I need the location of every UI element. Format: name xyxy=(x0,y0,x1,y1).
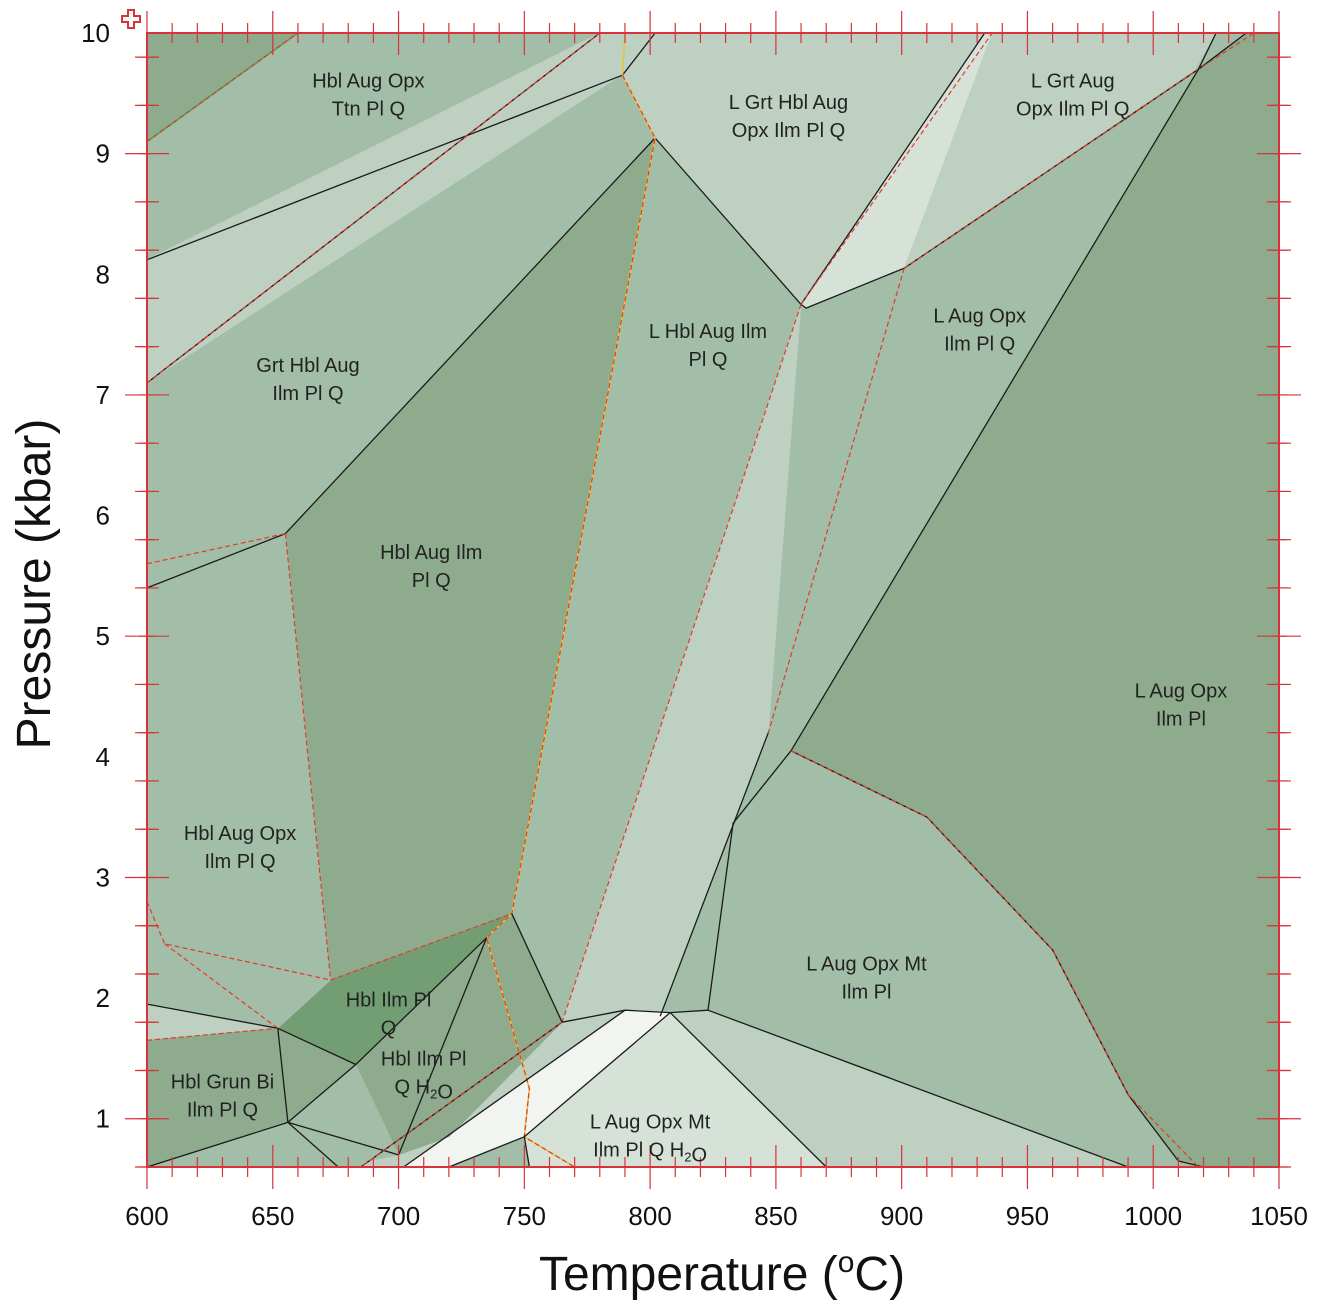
boundary-line-35 xyxy=(669,1012,827,1168)
boundary-line-30 xyxy=(287,1121,399,1156)
plot-frame xyxy=(146,32,1280,1168)
field-label: L Grt Aug Opx Ilm Pl Q xyxy=(1016,70,1129,120)
y-tick-label: 7 xyxy=(96,380,110,410)
boundary-line-28 xyxy=(287,1121,339,1168)
boundary-line-32 xyxy=(790,750,1204,1168)
x-tick-label: 950 xyxy=(1006,1201,1049,1231)
boundary-line-7 xyxy=(654,32,1247,309)
field-label: L Aug Opx Mt Ilm Pl Q H2O xyxy=(590,1111,711,1166)
field-label: Hbl Ilm Pl Q H2O xyxy=(381,1049,467,1104)
boundary-line-21 xyxy=(284,533,332,981)
field-label: Hbl Aug Opx Ttn Pl Q xyxy=(312,70,424,120)
field-label: L Aug Opx Mt Ilm Pl xyxy=(806,953,927,1003)
boundary-line-13 xyxy=(800,32,993,305)
boundary-line-38 xyxy=(360,1021,563,1168)
boundary-line-17 xyxy=(561,304,802,1023)
x-tick-label: 600 xyxy=(125,1201,168,1231)
boundary-line-26 xyxy=(146,1027,278,1041)
x-tick-label: 850 xyxy=(754,1201,797,1231)
y-tick-label: 3 xyxy=(96,862,110,892)
x-tick-label: 800 xyxy=(628,1201,671,1231)
field-label: Hbl Aug Opx Ilm Pl Q xyxy=(184,823,296,873)
field-label: L Grt Hbl Aug Opx Ilm Pl Q xyxy=(729,92,848,142)
field-label: Hbl Aug Ilm Pl Q xyxy=(380,542,482,592)
boundary-line-33 xyxy=(790,750,1199,1168)
boundary-line-14 xyxy=(767,268,905,733)
y-tick-label: 8 xyxy=(96,259,110,289)
boundary-line-9 xyxy=(1197,32,1217,70)
x-axis-title: Temperature (oC) xyxy=(539,1246,905,1301)
boundary-line-36 xyxy=(403,1009,626,1168)
field-label: Hbl Grun Bi Ilm Pl Q xyxy=(171,1072,274,1122)
boundary-line-3 xyxy=(146,32,601,384)
y-tick-label: 1 xyxy=(96,1104,110,1134)
field-label: Hbl Ilm Pl Q xyxy=(346,990,432,1040)
reaction-boundary-lines xyxy=(146,32,1255,1168)
field-label: L Aug Opx Ilm Pl Q xyxy=(933,306,1026,356)
boundary-line-15 xyxy=(707,68,1200,1011)
y-tick-label: 10 xyxy=(81,18,110,48)
boundary-line-22 xyxy=(330,913,513,981)
y-tick-label: 6 xyxy=(96,501,110,531)
boundary-line-34 xyxy=(707,1009,1129,1168)
x-tick-label: 1000 xyxy=(1124,1201,1182,1231)
x-tick-label: 750 xyxy=(503,1201,546,1231)
y-tick-label: 9 xyxy=(96,139,110,169)
x-tick-label: 700 xyxy=(377,1201,420,1231)
boundary-line-16 xyxy=(659,732,769,1017)
boundary-line-29 xyxy=(146,1121,289,1168)
y-axis-title: Pressure (kbar) xyxy=(8,419,61,750)
axis-tick-labels: 600 650 700 750 800 850 900 950 1000 1050 1 2 3 4 5 6 7 8… xyxy=(81,18,1308,1231)
phase-field-regions xyxy=(146,32,1280,1168)
field-label: L Aug Opx Ilm Pl xyxy=(1135,681,1228,731)
x-tick-label: 650 xyxy=(251,1201,294,1231)
phase-field-labels: Hbl Aug Opx Ttn Pl Q L Grt Hbl Aug Opx Ilm … xyxy=(171,70,1227,1166)
x-tick-label: 1050 xyxy=(1250,1201,1308,1231)
y-tick-label: 5 xyxy=(96,621,110,651)
field-label: Grt Hbl Aug Ilm Pl Q xyxy=(256,355,359,405)
boundary-line-40 xyxy=(523,1136,531,1168)
y-tick-label: 4 xyxy=(96,742,110,772)
corner-marker-icon xyxy=(121,9,141,29)
boundary-line-12 xyxy=(800,32,986,305)
x-tick-label: 900 xyxy=(880,1201,923,1231)
field-label: L Hbl Aug Ilm Pl Q xyxy=(649,321,767,371)
y-tick-label: 2 xyxy=(96,983,110,1013)
